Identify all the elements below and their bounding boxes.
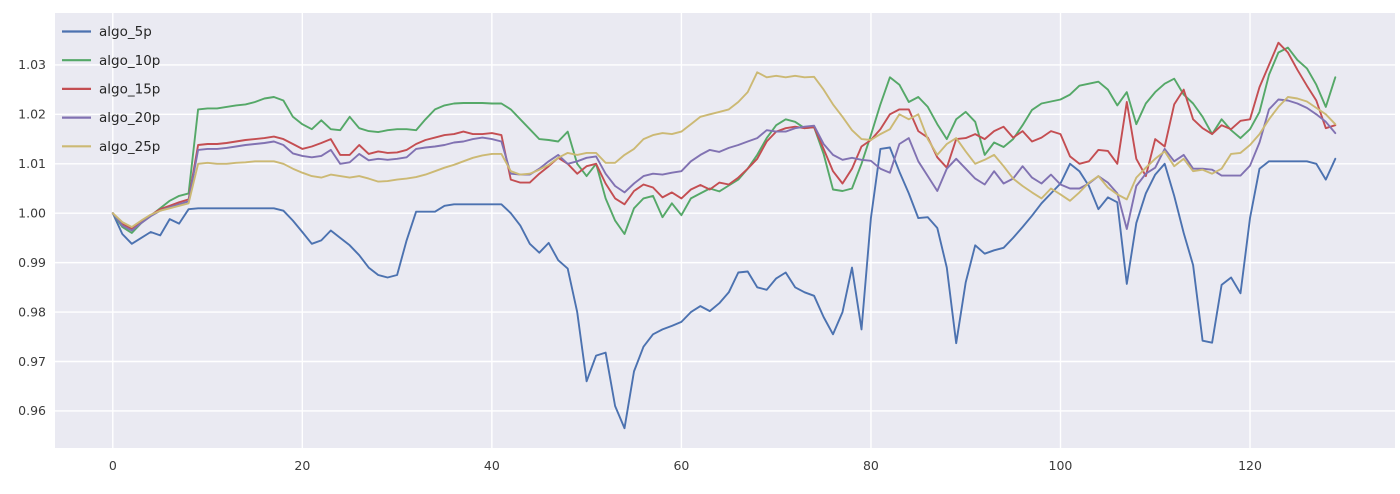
- x-tick-label: 0: [109, 458, 117, 473]
- legend-item: algo_20p: [62, 110, 160, 126]
- grid: [55, 13, 1395, 448]
- y-tick-label: 1.00: [18, 205, 46, 220]
- y-tick-label: 0.96: [18, 403, 46, 418]
- x-tick-label: 60: [673, 458, 689, 473]
- y-tick-label: 0.98: [18, 304, 46, 319]
- y-tick-label: 0.99: [18, 255, 46, 270]
- legend-item: algo_5p: [62, 24, 152, 40]
- series-lines: [111, 41, 1337, 430]
- series-line-algo_10p: [111, 46, 1337, 235]
- legend-label: algo_5p: [99, 24, 152, 40]
- x-tick-label: 20: [294, 458, 310, 473]
- legend-label: algo_25p: [99, 139, 160, 155]
- series-line-algo_15p: [111, 41, 1337, 230]
- series-line-algo_5p: [111, 146, 1337, 430]
- legend-item: algo_10p: [62, 53, 160, 69]
- x-tick-label: 100: [1049, 458, 1073, 473]
- legend-label: algo_15p: [99, 82, 160, 98]
- y-tick-label: 1.01: [18, 156, 46, 171]
- legend-item: algo_15p: [62, 82, 160, 98]
- y-tick-label: 1.02: [18, 107, 46, 122]
- legend-label: algo_20p: [99, 110, 160, 126]
- legend: algo_5p algo_10p algo_15p algo_20p algo_25p: [62, 24, 160, 155]
- x-tick-label: 120: [1238, 458, 1262, 473]
- y-tick-label: 0.97: [18, 354, 46, 369]
- x-tick-label: 40: [484, 458, 500, 473]
- plot-area: [55, 13, 1395, 448]
- legend-label: algo_10p: [99, 53, 160, 69]
- series-line-algo_20p: [111, 98, 1337, 232]
- series-line-algo_25p: [111, 71, 1337, 228]
- y-tick-label: 1.03: [18, 57, 46, 72]
- x-tick-label: 80: [863, 458, 879, 473]
- legend-item: algo_25p: [62, 139, 160, 155]
